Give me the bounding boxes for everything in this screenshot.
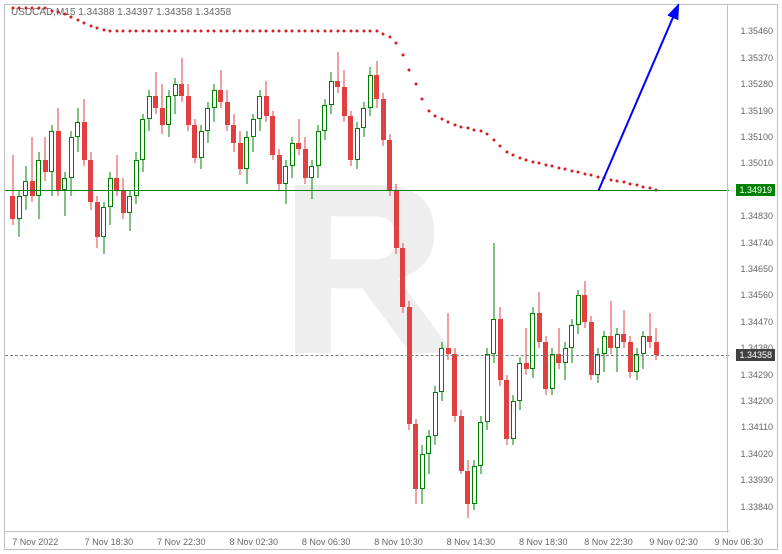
y-tick-label: 1.34470 xyxy=(740,317,773,327)
x-tick-label: 8 Nov 10:30 xyxy=(374,537,423,547)
y-tick-label: 1.35280 xyxy=(740,79,773,89)
x-tick-label: 7 Nov 18:30 xyxy=(85,537,134,547)
y-tick-label: 1.34560 xyxy=(740,290,773,300)
y-tick-label: 1.34020 xyxy=(740,449,773,459)
y-tick-label: 1.34200 xyxy=(740,396,773,406)
price-label: 1.34358 xyxy=(736,349,775,361)
y-tick-label: 1.35370 xyxy=(740,53,773,63)
y-tick-label: 1.34650 xyxy=(740,264,773,274)
x-axis: 7 Nov 2022 7 Nov 18:30 7 Nov 22:30 8 Nov 02… xyxy=(5,531,729,549)
y-tick-label: 1.34110 xyxy=(741,422,773,432)
x-tick-label: 9 Nov 06:30 xyxy=(715,537,764,547)
chart-container: USDCAD,M15 1.34388 1.34397 1.34358 1.343… xyxy=(4,4,778,550)
x-tick-label: 9 Nov 02:30 xyxy=(649,537,698,547)
y-tick-label: 1.35460 xyxy=(740,26,773,36)
x-tick-label: 8 Nov 14:30 xyxy=(447,537,496,547)
y-tick-label: 1.35190 xyxy=(740,106,773,116)
x-tick-label: 8 Nov 22:30 xyxy=(584,537,633,547)
y-tick-label: 1.35100 xyxy=(740,132,773,142)
x-tick-label: 7 Nov 22:30 xyxy=(157,537,206,547)
x-tick-label: 8 Nov 06:30 xyxy=(302,537,351,547)
y-tick-label: 1.35010 xyxy=(740,158,773,168)
y-axis: 1.35460 1.35370 1.35280 1.35190 1.35100 1.350… xyxy=(727,5,777,533)
x-tick-label: 7 Nov 2022 xyxy=(12,537,58,547)
price-label: 1.34919 xyxy=(736,184,775,196)
x-tick-label: 8 Nov 18:30 xyxy=(519,537,568,547)
y-tick-label: 1.33840 xyxy=(740,502,773,512)
y-tick-label: 1.34740 xyxy=(740,238,773,248)
y-tick-label: 1.34830 xyxy=(740,211,773,221)
plot-area[interactable] xyxy=(5,5,729,533)
x-tick-label: 8 Nov 02:30 xyxy=(229,537,278,547)
y-tick-label: 1.34290 xyxy=(740,370,773,380)
arrow-layer xyxy=(5,5,729,533)
y-tick-label: 1.33930 xyxy=(740,475,773,485)
